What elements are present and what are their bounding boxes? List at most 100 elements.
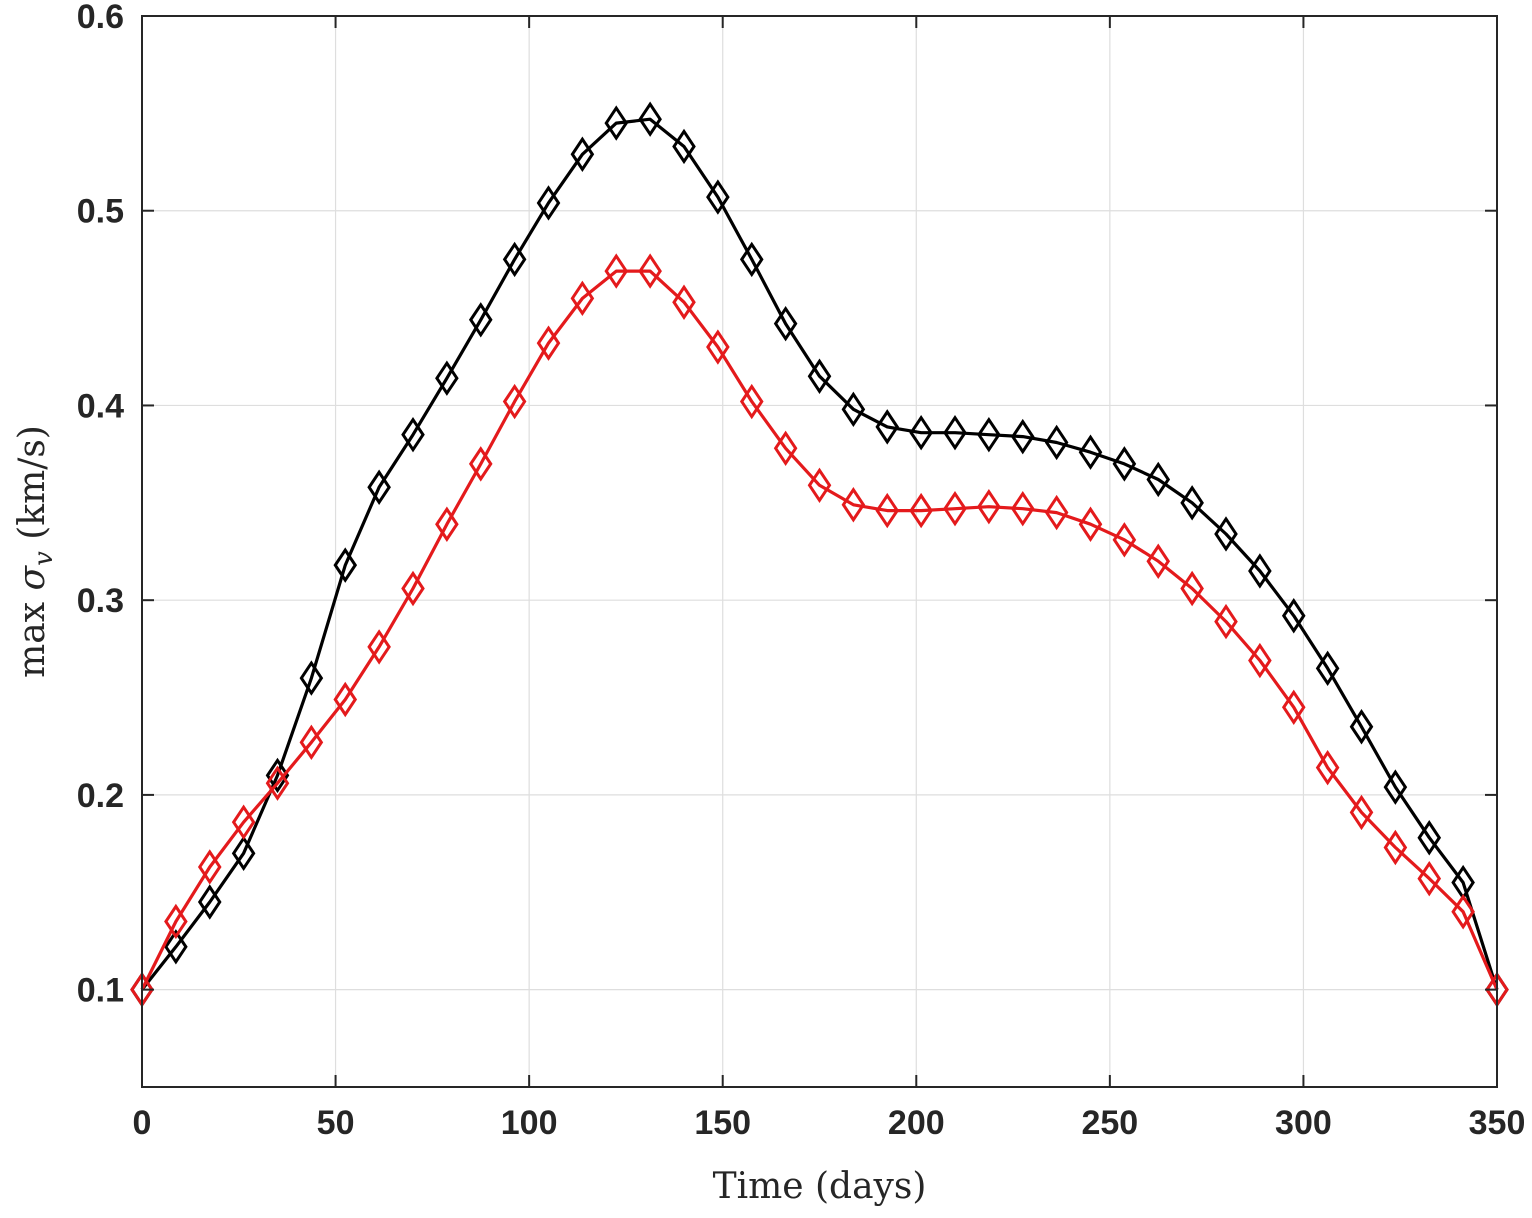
data-point-marker: [1010, 490, 1035, 527]
data-point-marker: [1417, 860, 1442, 897]
data-point-marker: [1146, 461, 1171, 498]
data-point-marker: [841, 487, 866, 523]
data-point-marker: [265, 757, 290, 794]
data-point-marker: [333, 681, 358, 718]
data-point-marker: [197, 849, 222, 885]
data-point-marker: [1383, 769, 1408, 805]
data-point-marker: [977, 416, 1001, 453]
data-point-marker: [706, 179, 730, 215]
x-axis-title: Time (days): [713, 1166, 927, 1207]
data-point-marker: [604, 253, 629, 289]
data-point-marker: [909, 492, 933, 529]
data-point-marker: [638, 253, 662, 289]
series-line: [140, 269, 1499, 991]
data-point-marker: [1417, 820, 1442, 856]
data-point-marker: [672, 284, 696, 320]
data-point-marker: [333, 547, 358, 583]
data-point-marker: [468, 446, 493, 482]
data-point-marker: [435, 506, 459, 542]
data-point-marker: [875, 409, 900, 445]
data-point-marker: [536, 325, 561, 361]
data-point-marker: [1451, 894, 1475, 930]
data-point-marker: [299, 660, 324, 696]
data-point-marker: [1078, 434, 1103, 470]
data-point-marker: [231, 804, 256, 840]
y-tick-label: 0.6: [77, 0, 124, 36]
data-point-marker: [1281, 689, 1306, 725]
x-tick-label: 250: [1081, 1104, 1138, 1142]
axis-ticks: [141, 15, 1498, 1087]
data-point-marker: [536, 185, 561, 221]
data-point-marker: [1315, 749, 1340, 786]
data-point-marker: [1281, 598, 1306, 634]
data-point-marker: [401, 570, 425, 607]
data-point-marker: [1248, 642, 1272, 679]
data-point-marker: [1248, 553, 1272, 589]
data-point-marker: [367, 469, 391, 505]
data-point-marker: [1112, 446, 1137, 482]
data-point-marker: [468, 302, 493, 338]
data-point-marker: [299, 724, 324, 761]
data-point-marker: [1112, 522, 1137, 558]
y-tick-label: 0.3: [77, 582, 124, 620]
data-point-marker: [1180, 485, 1204, 521]
x-tick-label: 0: [133, 1104, 152, 1142]
data-point-marker: [1349, 709, 1374, 745]
y-tick-label: 0.2: [77, 777, 124, 815]
data-point-marker: [1146, 543, 1171, 579]
data-point-marker: [943, 490, 967, 527]
data-point-marker: [502, 241, 527, 278]
data-point-marker: [672, 128, 696, 165]
data-point-marker: [773, 305, 798, 342]
x-tick-label: 350: [1469, 1104, 1526, 1142]
tick-labels: 0 50 100 150 200 250 300 350 0.1 0.2 0.3 0.4 0.5 0.6: [77, 0, 1526, 1142]
x-tick-label: 50: [317, 1104, 355, 1142]
data-point-marker: [773, 430, 798, 466]
data-point-marker: [739, 383, 764, 420]
y-axis-title-units: (km/s): [12, 425, 53, 551]
plot-frame: [141, 15, 1498, 1088]
data-point-marker: [197, 884, 222, 920]
x-tick-label: 300: [1275, 1104, 1332, 1142]
data-point-marker: [367, 629, 391, 665]
y-tick-label: 0.1: [77, 972, 124, 1010]
data-point-marker: [1349, 794, 1374, 831]
y-axis-title-subscript: v: [29, 551, 59, 566]
series-line: [140, 117, 1499, 991]
x-tick-label: 150: [694, 1104, 751, 1142]
data-point-marker: [1010, 418, 1035, 455]
data-point-marker: [706, 329, 730, 365]
y-tick-label: 0.4: [77, 387, 124, 425]
data-point-marker: [909, 415, 933, 451]
data-point-marker: [570, 280, 595, 317]
data-point-marker: [1315, 650, 1340, 687]
data-point-marker: [1078, 506, 1103, 542]
data-point-marker: [570, 136, 595, 172]
data-point-marker: [638, 101, 662, 137]
series-group: [130, 101, 1509, 1008]
x-tick-label: 100: [501, 1104, 558, 1142]
data-point-marker: [875, 492, 900, 529]
y-axis-title-symbol: σ: [12, 565, 53, 591]
data-point-marker: [739, 241, 764, 278]
y-axis-title: max σv (km/s): [12, 425, 59, 678]
data-point-marker: [401, 416, 425, 453]
data-point-marker: [435, 360, 459, 396]
series-2: [130, 253, 1509, 1008]
data-point-marker: [1383, 829, 1408, 866]
data-point-marker: [1180, 570, 1204, 607]
data-point-marker: [807, 358, 832, 394]
data-point-marker: [841, 391, 866, 428]
data-point-marker: [502, 383, 527, 420]
data-point-marker: [1044, 494, 1069, 531]
data-point-marker: [164, 929, 188, 965]
data-point-marker: [943, 415, 967, 451]
data-point-marker: [604, 105, 629, 141]
data-point-marker: [977, 489, 1001, 525]
data-point-marker: [265, 765, 290, 801]
y-tick-label: 0.5: [77, 193, 124, 231]
y-axis-title-text: max: [12, 591, 53, 678]
series-1: [130, 101, 1509, 1008]
